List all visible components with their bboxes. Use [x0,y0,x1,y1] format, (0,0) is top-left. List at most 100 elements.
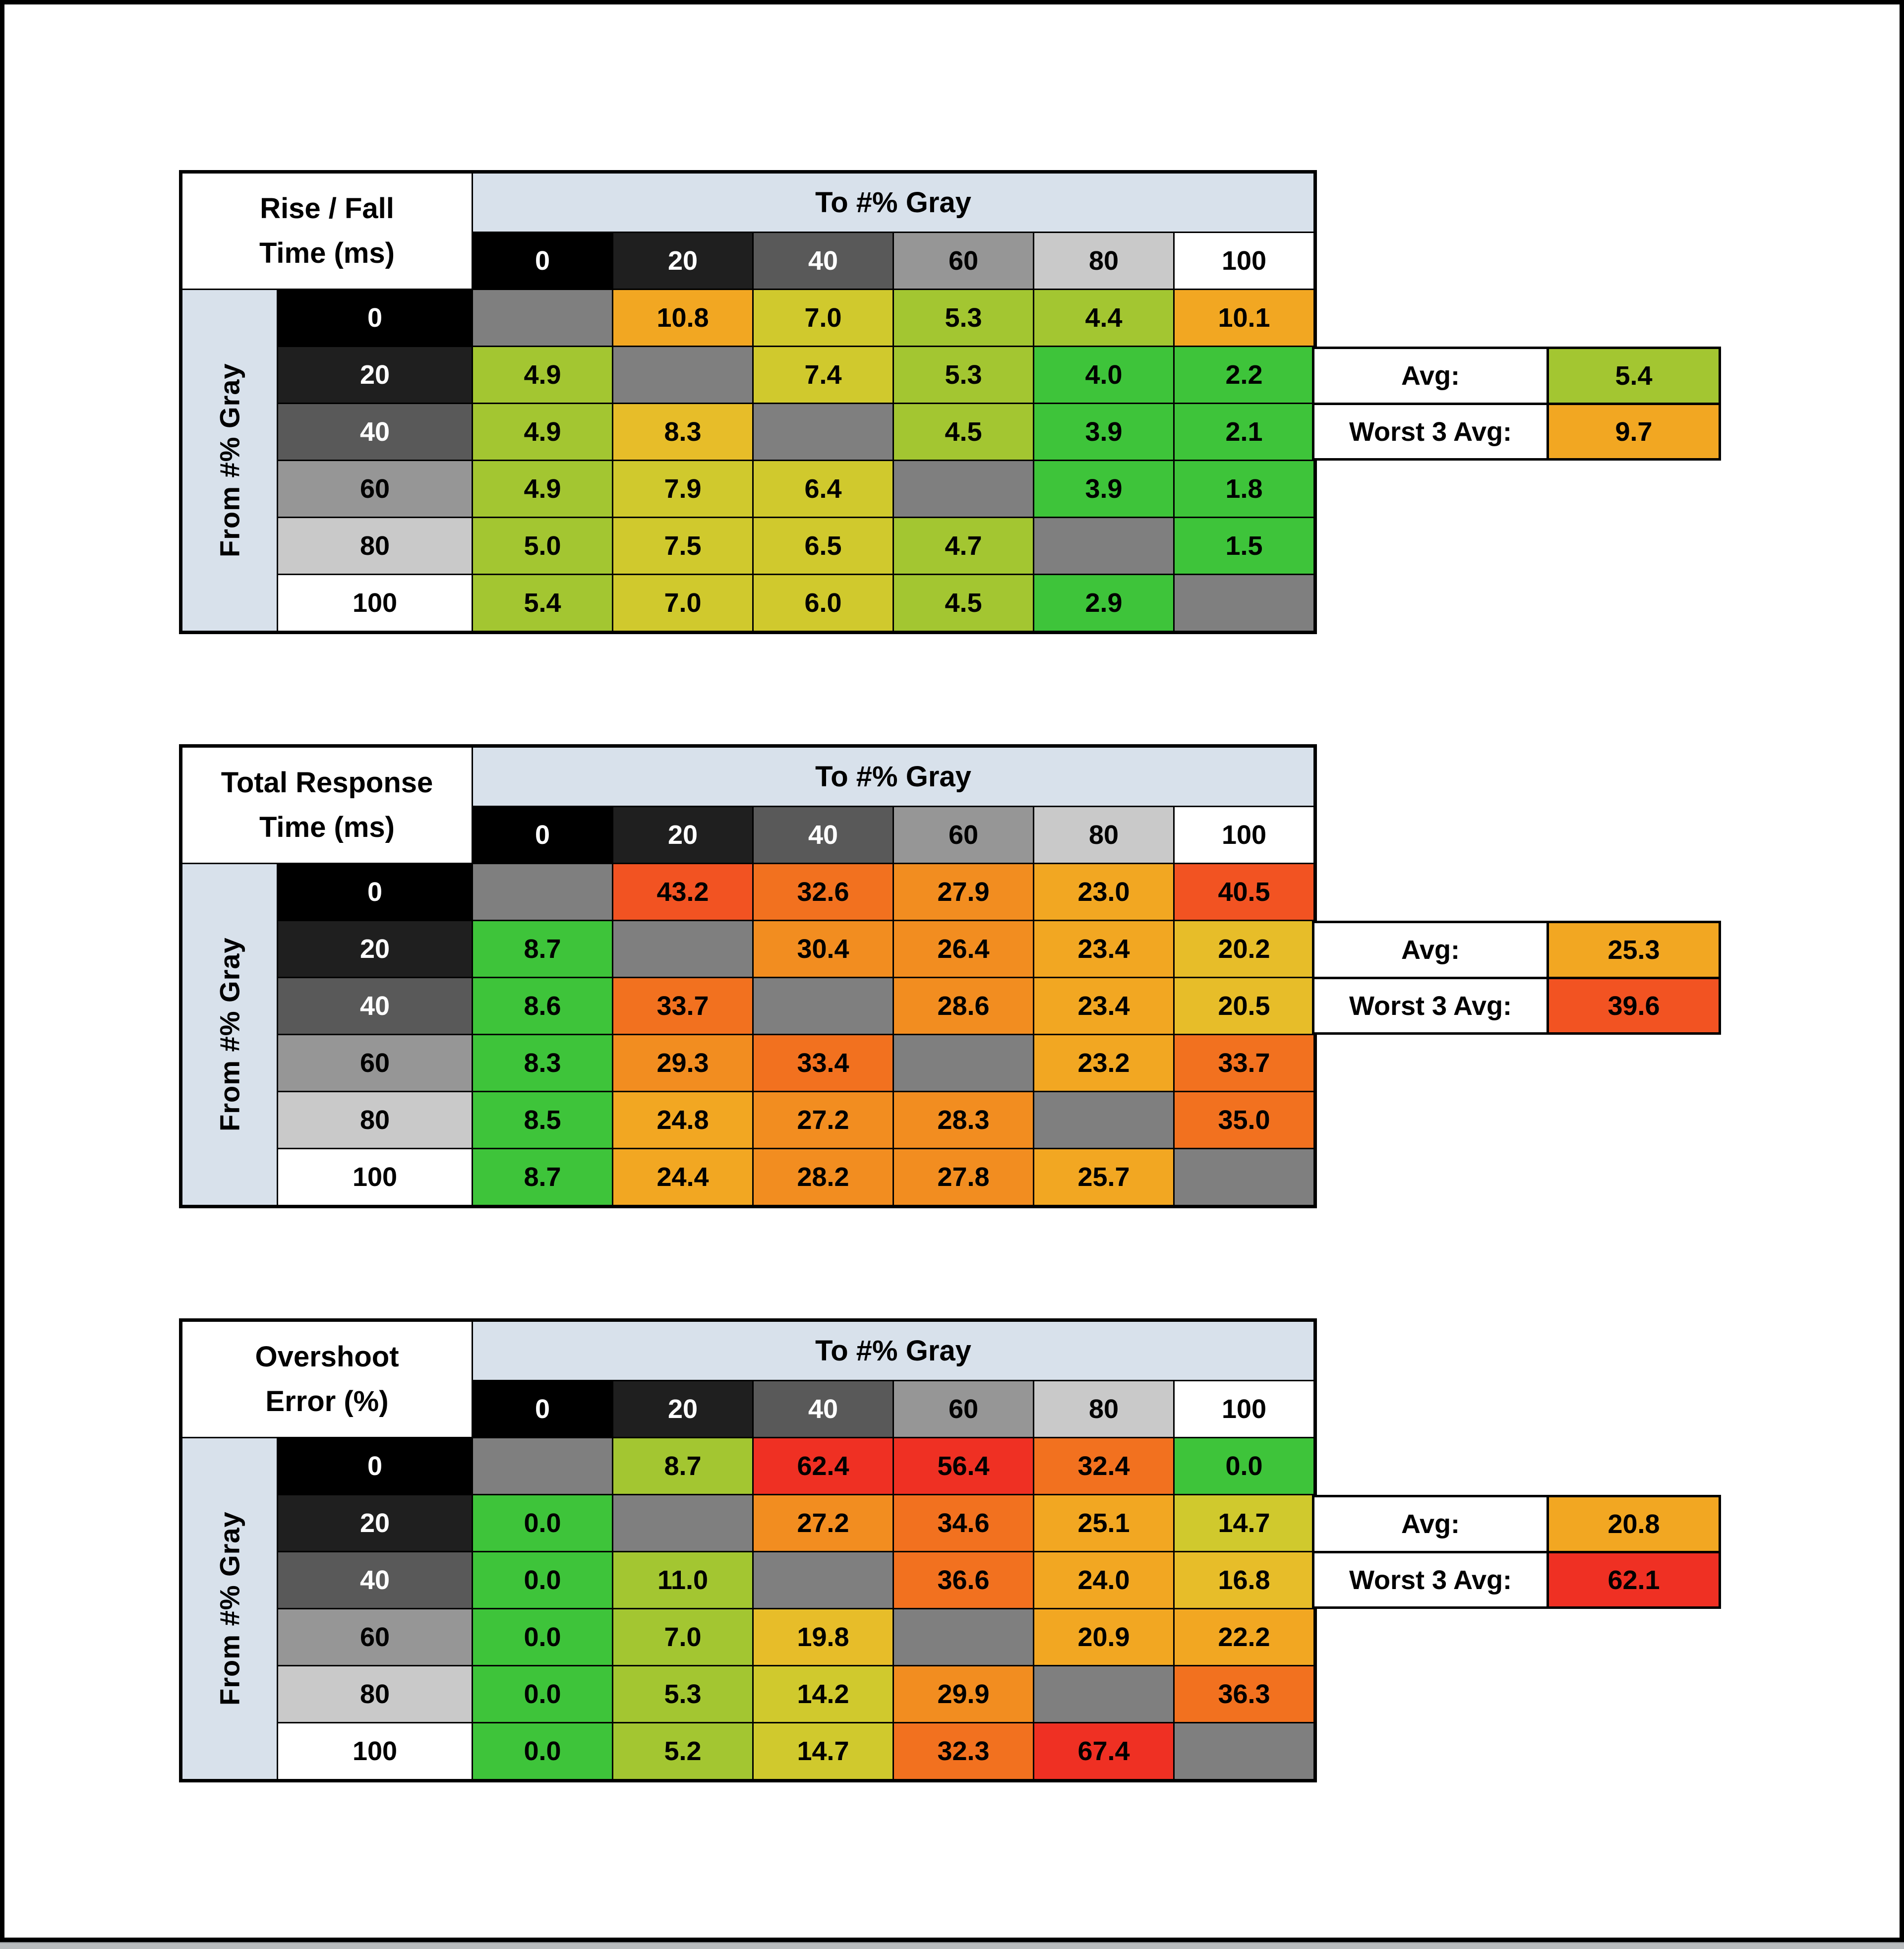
col-header-100: 100 [1175,1381,1313,1437]
heatmap-cell-from20-to80: 23.4 [1034,921,1173,977]
heatmap-cell-from60-to80: 20.9 [1034,1609,1173,1665]
heatmap-cell-from80-to20: 7.5 [613,518,752,574]
col-header-20: 20 [613,807,752,863]
heatmap-cell-from40-to100: 20.5 [1175,978,1313,1034]
col-header-0: 0 [473,1381,612,1437]
heatmap-cell-from40-to60: 28.6 [894,978,1033,1034]
heatmap-cell-from60-to80: 23.2 [1034,1035,1173,1091]
heatmap-cell-from40-to80: 3.9 [1034,404,1173,460]
diagonal-cell [613,347,752,403]
heatmap-cell-from0-to100: 0.0 [1175,1438,1313,1494]
heatmap-cell-from20-to0: 4.9 [473,347,612,403]
worst3-avg-label-row: Worst 3 Avg: 9.7 [1312,403,1721,461]
heatmap-cell-from0-to40: 62.4 [754,1438,892,1494]
avg-label: Avg: [1312,1495,1549,1553]
heatmap-cell-from20-to40: 30.4 [754,921,892,977]
diagonal-cell [1175,575,1313,631]
col-header-40: 40 [754,807,892,863]
rise-fall-time-table: Rise / Fall Time (ms) To #% Gray 0 20 40 60 80 1… [179,170,1721,634]
diagonal-cell [894,1609,1033,1665]
heatmap-cell-from20-to100: 14.7 [1175,1495,1313,1551]
heatmap-cell-from60-to40: 19.8 [754,1609,892,1665]
diagonal-cell [1034,518,1173,574]
heatmap-cell-from100-to0: 5.4 [473,575,612,631]
heatmap-cell-from40-to20: 8.3 [613,404,752,460]
table-title: Total Response Time (ms) [182,748,472,863]
row-header-60: 60 [278,1609,472,1665]
avg-label-row: Avg: 20.8 [1312,1495,1721,1553]
diagonal-cell [473,1438,612,1494]
col-header-100: 100 [1175,807,1313,863]
heatmap-cell-from0-to80: 4.4 [1034,290,1173,346]
heatmap-cell-from0-to60: 27.9 [894,864,1033,920]
heatmap-cell-from100-to0: 8.7 [473,1149,612,1205]
heatmap-cell-from0-to100: 40.5 [1175,864,1313,920]
heatmap-cell-from80-to0: 8.5 [473,1092,612,1148]
heatmap-cell-from80-to100: 36.3 [1175,1666,1313,1722]
row-header-60: 60 [278,461,472,517]
worst3-avg-value: 62.1 [1547,1551,1721,1609]
heatmap-cell-from40-to0: 8.6 [473,978,612,1034]
col-header-20: 20 [613,1381,752,1437]
heatmap-cell-from60-to0: 0.0 [473,1609,612,1665]
heatmap-cell-from20-to40: 7.4 [754,347,892,403]
heatmap-cell-from100-to0: 0.0 [473,1723,612,1779]
heatmap-cell-from80-to20: 24.8 [613,1092,752,1148]
diagonal-cell [894,1035,1033,1091]
window-edge-strip [0,1942,1904,1949]
heatmap-cell-from40-to80: 24.0 [1034,1552,1173,1608]
col-header-60: 60 [894,233,1033,289]
avg-value: 20.8 [1547,1495,1721,1553]
heatmap-cell-from80-to60: 29.9 [894,1666,1033,1722]
heatmap-cell-from60-to100: 22.2 [1175,1609,1313,1665]
heatmap-cell-from80-to40: 27.2 [754,1092,892,1148]
avg-label-row: Avg: 5.4 [1312,347,1721,405]
heatmap-cell-from0-to80: 32.4 [1034,1438,1173,1494]
col-header-0: 0 [473,807,612,863]
table-title-line2: Time (ms) [259,811,395,843]
overshoot-error-grid: Overshoot Error (%) To #% Gray 0 20 40 60 80 100… [179,1318,1317,1782]
row-header-20: 20 [278,347,472,403]
heatmap-cell-from80-to0: 0.0 [473,1666,612,1722]
worst3-avg-label-row: Worst 3 Avg: 39.6 [1312,977,1721,1035]
heatmap-cell-from40-to20: 11.0 [613,1552,752,1608]
heatmap-cell-from100-to80: 25.7 [1034,1149,1173,1205]
heatmap-cell-from40-to0: 4.9 [473,404,612,460]
heatmap-cell-from100-to20: 24.4 [613,1149,752,1205]
heatmap-cell-from60-to0: 8.3 [473,1035,612,1091]
heatmap-cell-from0-to80: 23.0 [1034,864,1173,920]
row-header-20: 20 [278,921,472,977]
row-header-80: 80 [278,1092,472,1148]
heatmap-cell-from20-to80: 25.1 [1034,1495,1173,1551]
row-header-100: 100 [278,575,472,631]
to-gray-axis-label: To #% Gray [473,748,1313,806]
row-header-40: 40 [278,404,472,460]
avg-value: 25.3 [1547,921,1721,979]
col-header-80: 80 [1034,1381,1173,1437]
heatmap-cell-from40-to60: 36.6 [894,1552,1033,1608]
from-gray-axis-label: From #% Gray [182,1438,277,1779]
avg-label: Avg: [1312,347,1549,405]
row-header-60: 60 [278,1035,472,1091]
heatmap-cell-from100-to20: 7.0 [613,575,752,631]
heatmap-cell-from60-to20: 7.9 [613,461,752,517]
diagonal-cell [1034,1666,1173,1722]
heatmap-cell-from20-to100: 2.2 [1175,347,1313,403]
table-title: Rise / Fall Time (ms) [182,174,472,289]
tables-area: Rise / Fall Time (ms) To #% Gray 0 20 40 60 80 1… [4,4,1900,1782]
heatmap-cell-from80-to100: 1.5 [1175,518,1313,574]
to-gray-axis-label: To #% Gray [473,1322,1313,1380]
row-header-20: 20 [278,1495,472,1551]
row-header-40: 40 [278,978,472,1034]
heatmap-cell-from20-to80: 4.0 [1034,347,1173,403]
heatmap-cell-from100-to40: 14.7 [754,1723,892,1779]
heatmap-cell-from20-to0: 8.7 [473,921,612,977]
avg-label-row: Avg: 25.3 [1312,921,1721,979]
heatmap-cell-from40-to80: 23.4 [1034,978,1173,1034]
heatmap-cell-from0-to100: 10.1 [1175,290,1313,346]
row-header-0: 0 [278,290,472,346]
heatmap-cell-from40-to20: 33.7 [613,978,752,1034]
diagonal-cell [754,404,892,460]
diagonal-cell [613,1495,752,1551]
